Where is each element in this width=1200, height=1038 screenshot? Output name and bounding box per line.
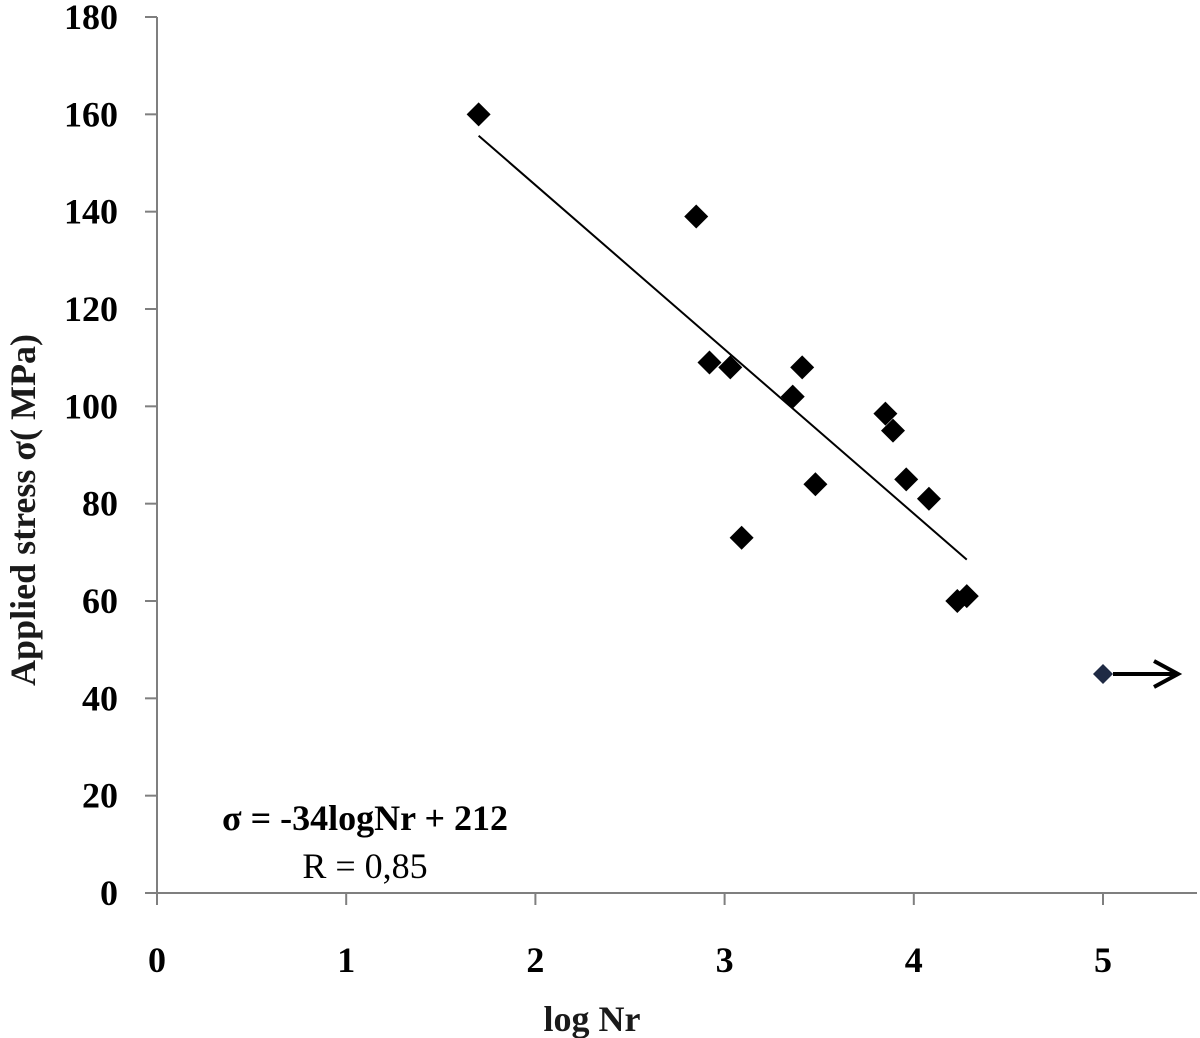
x-tick-label: 2 <box>526 940 544 980</box>
data-point <box>790 355 815 380</box>
data-point <box>466 102 491 127</box>
data-point <box>684 204 709 229</box>
x-tick-label: 3 <box>716 940 734 980</box>
y-ticks: 0 20 40 60 80 100 120 140 160 180 <box>64 0 157 913</box>
y-tick-label: 0 <box>100 873 118 913</box>
y-tick-label: 60 <box>82 581 118 621</box>
x-tick-label: 0 <box>148 940 166 980</box>
x-axis-title: log Nr <box>544 999 641 1038</box>
data-point <box>697 350 722 375</box>
runout-data-point <box>1093 664 1113 684</box>
arrow-right-icon <box>1153 659 1183 689</box>
y-axis-title: Applied stress σ( MPa) <box>3 334 43 686</box>
y-tick-label: 180 <box>64 0 118 37</box>
x-tick-label: 1 <box>337 940 355 980</box>
axes <box>156 17 1197 894</box>
trendline-group <box>477 134 968 561</box>
data-point <box>954 584 979 609</box>
y-tick-label: 140 <box>64 192 118 232</box>
data-point <box>803 472 828 497</box>
x-ticks: 0 1 2 3 4 5 <box>148 893 1112 980</box>
correlation-value: R = 0,85 <box>302 846 427 886</box>
data-point <box>873 401 898 426</box>
x-tick-label: 5 <box>1094 940 1112 980</box>
y-tick-label: 40 <box>82 678 118 718</box>
data-point <box>718 355 743 380</box>
data-points <box>466 102 979 613</box>
runout-group <box>1093 659 1183 689</box>
y-tick-label: 120 <box>64 289 118 329</box>
y-tick-label: 20 <box>82 776 118 816</box>
regression-equation: σ = -34logNr + 212 <box>222 798 508 838</box>
data-point <box>780 384 805 409</box>
data-point <box>880 418 905 443</box>
y-tick-label: 80 <box>82 484 118 524</box>
data-point <box>729 525 754 550</box>
x-tick-label: 4 <box>905 940 923 980</box>
y-tick-label: 160 <box>64 94 118 134</box>
y-tick-label: 100 <box>64 386 118 426</box>
data-point <box>916 486 941 511</box>
data-point <box>894 467 919 492</box>
trendline <box>477 134 968 561</box>
